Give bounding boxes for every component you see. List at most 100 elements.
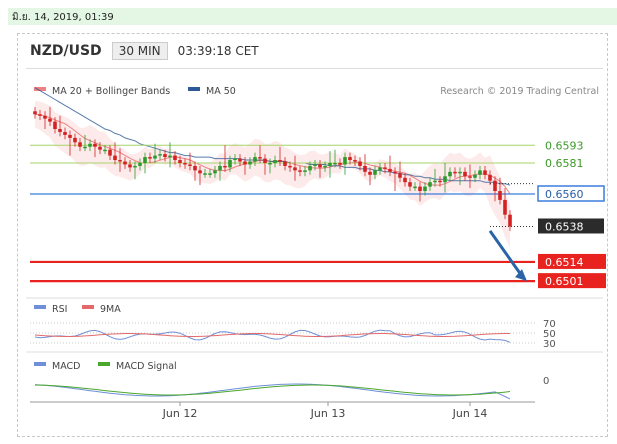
candle-body-62	[343, 157, 347, 165]
candle-body-33	[198, 170, 202, 174]
candle-body-75	[408, 182, 412, 187]
legend-ma20-swatch	[34, 87, 46, 91]
candle-body-86	[463, 171, 467, 177]
candle-body-40	[233, 158, 237, 161]
candle-body-67	[368, 171, 372, 175]
candle-body-0	[33, 111, 37, 115]
legend-rsi9-label: 9MA	[100, 304, 121, 315]
legend-macd-signal-swatch	[98, 362, 110, 366]
candle-body-52	[293, 167, 297, 171]
candle-body-79	[428, 182, 432, 187]
candle-body-7	[68, 134, 72, 138]
candle-body-73	[398, 173, 402, 178]
candle-body-11	[88, 143, 92, 147]
pivot-box	[537, 185, 605, 202]
candle-body-26	[163, 154, 167, 158]
candle-body-4	[53, 121, 57, 130]
copyright-label: Research © 2019 Trading Central	[440, 86, 599, 97]
ma50-line	[34, 87, 511, 186]
resistance-label-0: 0.6593	[545, 139, 584, 152]
candle-body-48	[273, 160, 277, 163]
candle-body-91	[488, 174, 492, 181]
candle-body-55	[308, 165, 312, 171]
candle-body-35	[208, 173, 212, 175]
candle-body-59	[328, 162, 332, 166]
candle-body-87	[468, 176, 472, 178]
candle-body-82	[443, 176, 447, 183]
candle-body-66	[363, 165, 367, 172]
candle-body-90	[483, 170, 487, 175]
candle-body-8	[73, 137, 77, 143]
candle-body-42	[243, 161, 247, 165]
candle-body-83	[448, 171, 452, 177]
candle-body-24	[153, 155, 157, 159]
x-tick-label-2: Jun 14	[452, 407, 488, 420]
legend-rsi-label: RSI	[52, 304, 67, 315]
candle-body-85	[458, 171, 462, 174]
candle-body-28	[173, 155, 177, 161]
candle-body-70	[383, 167, 387, 169]
last-price-box	[538, 218, 604, 234]
candle-body-25	[158, 154, 162, 156]
candle-body-69	[378, 167, 382, 171]
legend-macd-signal-label: MACD Signal	[116, 361, 177, 372]
candle-body-19	[128, 164, 132, 168]
candle-body-1	[38, 114, 42, 116]
support-box-5	[538, 273, 606, 289]
candle-body-77	[418, 186, 422, 192]
candle-body-49	[278, 160, 282, 162]
legend-macd-label: MACD	[52, 361, 80, 372]
rsi-tick-1: 50	[543, 329, 556, 340]
candle-body-50	[283, 161, 287, 166]
candle-body-30	[183, 162, 187, 165]
bollinger-band	[35, 101, 510, 248]
candle-body-45	[258, 157, 262, 159]
candle-body-68	[373, 170, 377, 175]
candle-body-15	[108, 149, 112, 156]
candle-body-78	[423, 186, 427, 192]
candle-body-12	[93, 143, 97, 147]
candle-body-94	[503, 199, 507, 215]
candle-body-56	[313, 164, 317, 166]
candle-body-95	[508, 214, 512, 227]
candle-body-6	[63, 131, 67, 135]
candle-body-17	[118, 160, 122, 162]
candle-body-23	[148, 157, 152, 159]
candle-body-37	[218, 165, 222, 171]
timeframe-badge[interactable]: 30 MIN	[111, 42, 168, 60]
candle-body-57	[318, 164, 322, 168]
header-divider	[26, 68, 603, 69]
candle-body-93	[498, 191, 502, 200]
timestamp: มิ.ย. 14, 2019, 01:39	[12, 12, 114, 23]
candle-body-74	[403, 177, 407, 183]
rsi-line	[34, 329, 511, 343]
legend-ma50-swatch	[188, 87, 200, 91]
candle-body-14	[103, 149, 107, 152]
candle-body-76	[413, 186, 417, 189]
candle-body-32	[193, 165, 197, 171]
candle-body-44	[253, 157, 257, 162]
forecast-arrow-head	[515, 269, 527, 282]
candle-body-38	[223, 165, 227, 168]
candle-body-63	[348, 157, 352, 161]
rsi-ma-line	[34, 333, 510, 337]
candle-body-27	[168, 155, 172, 158]
candle-body-64	[353, 160, 357, 162]
rsi-tick-0: 70	[543, 319, 556, 330]
x-tick-label-1: Jun 13	[310, 407, 346, 420]
candle-body-41	[238, 158, 242, 162]
candle-body-47	[268, 162, 272, 165]
candle-body-29	[178, 160, 182, 163]
candle-body-80	[433, 180, 437, 183]
timestamp-bar: มิ.ย. 14, 2019, 01:39	[8, 8, 617, 25]
candle-body-16	[113, 155, 117, 161]
candle-body-9	[78, 142, 82, 147]
macd-tick-0: 0	[543, 376, 549, 387]
chart-header: NZD/USD 30 MIN 03:39:18 CET	[30, 39, 259, 63]
candle-body-88	[473, 174, 477, 178]
candle-body-54	[303, 170, 307, 172]
legend-ma50-label: MA 50	[206, 86, 236, 97]
candle-body-60	[333, 162, 337, 165]
candle-body-53	[298, 170, 302, 172]
